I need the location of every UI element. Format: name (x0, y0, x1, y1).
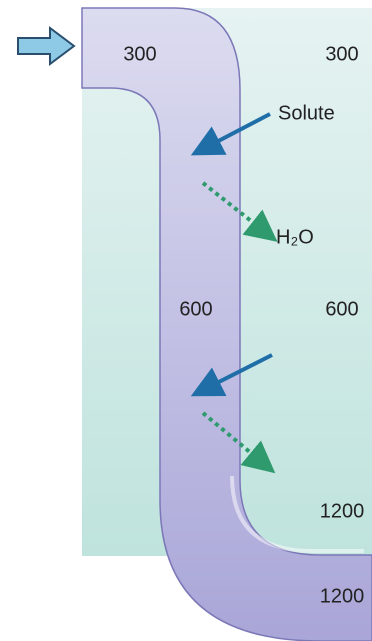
osmolarity-label: 300 (325, 43, 358, 65)
water-label: H₂O (276, 226, 314, 248)
solute-label: Solute (278, 102, 335, 124)
osmolarity-label: 1200 (320, 500, 365, 522)
flow-arrow (18, 28, 74, 64)
osmolarity-label: 300 (123, 43, 156, 65)
osmolarity-label: 1200 (320, 585, 365, 607)
loop-diagram: 300 300 Solute H₂O 600 600 1200 1200 (0, 0, 372, 641)
osmolarity-label: 600 (325, 298, 358, 320)
osmolarity-label: 600 (179, 298, 212, 320)
